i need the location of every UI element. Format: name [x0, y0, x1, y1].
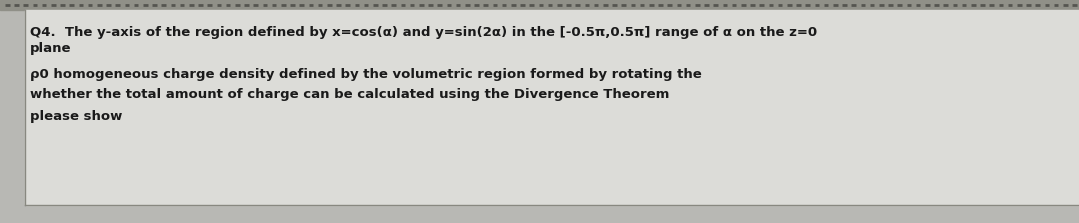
- Text: please show: please show: [30, 110, 122, 123]
- Text: Q4.  The y-axis of the region defined by x=cos(α) and y=sin(2α) in the [-0.5π,0.: Q4. The y-axis of the region defined by …: [30, 26, 817, 39]
- Bar: [0, 0, 1079, 10]
- Text: plane: plane: [30, 42, 71, 55]
- Text: whether the total amount of charge can be calculated using the Divergence Theore: whether the total amount of charge can b…: [30, 88, 669, 101]
- Text: ρ0 homogeneous charge density defined by the volumetric region formed by rotatin: ρ0 homogeneous charge density defined by…: [30, 68, 701, 81]
- Bar: [25, 10, 1079, 205]
